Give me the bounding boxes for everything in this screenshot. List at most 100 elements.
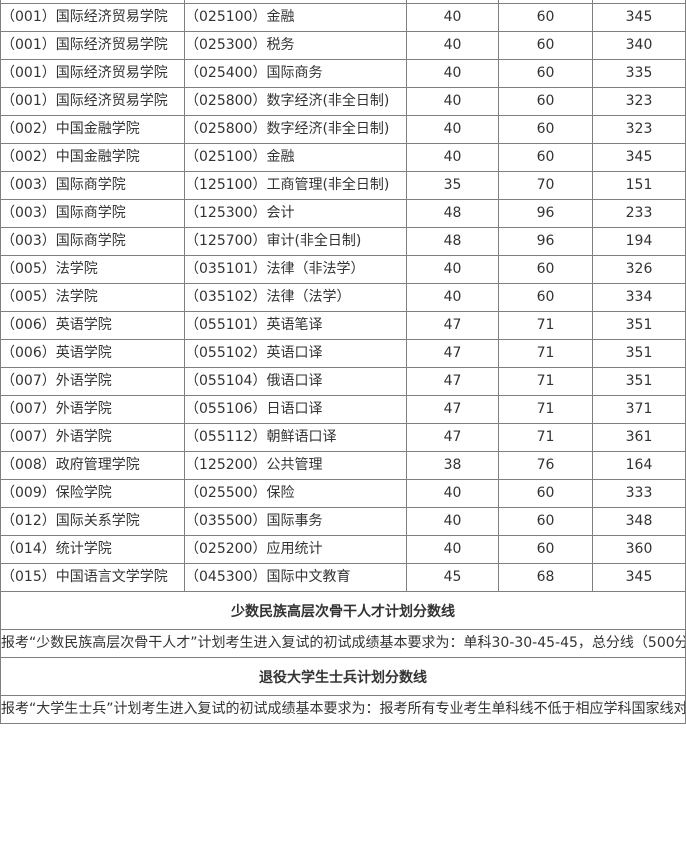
total-score-cell: 334 [592, 283, 686, 312]
score1-cell: 45 [406, 563, 499, 592]
college-cell: （001）国际经济贸易学院 [0, 87, 185, 116]
table-row: （001）国际经济贸易学院 （025300）税务 40 60 340 [0, 31, 686, 60]
score1-cell: 40 [406, 3, 499, 32]
score2-cell: 60 [498, 31, 593, 60]
veteran-plan-paragraph: 报考“大学生士兵”计划考生进入复试的初试成绩基本要求为：报考所有专业考生单科线不… [0, 695, 686, 724]
college-cell: （009）保险学院 [0, 479, 185, 508]
total-score-cell: 351 [592, 339, 686, 368]
total-score-cell: 194 [592, 227, 686, 256]
score2-cell: 60 [498, 3, 593, 32]
major-cell: （025800）数字经济(非全日制) [184, 115, 407, 144]
score2-cell: 60 [498, 535, 593, 564]
total-score-cell: 326 [592, 255, 686, 284]
major-cell: （055112）朝鲜语口译 [184, 423, 407, 452]
major-cell: （125300）会计 [184, 199, 407, 228]
major-cell: （025100）金融 [184, 143, 407, 172]
college-cell: （001）国际经济贸易学院 [0, 59, 185, 88]
score1-cell: 40 [406, 31, 499, 60]
total-score-cell: 345 [592, 563, 686, 592]
major-cell: （025200）应用统计 [184, 535, 407, 564]
section-body-row: 报考“少数民族高层次骨干人才”计划考生进入复试的初试成绩基本要求为：单科30-3… [0, 629, 686, 658]
table-row: （003）国际商学院 （125300）会计 48 96 233 [0, 199, 686, 228]
score2-cell: 76 [498, 451, 593, 480]
table-row: （003）国际商学院 （125700）审计(非全日制) 48 96 194 [0, 227, 686, 256]
table-row: （002）中国金融学院 （025100）金融 40 60 345 [0, 143, 686, 172]
table-row: （006）英语学院 （055101）英语笔译 47 71 351 [0, 311, 686, 340]
score2-cell: 68 [498, 563, 593, 592]
total-score-cell: 340 [592, 31, 686, 60]
score1-cell: 40 [406, 115, 499, 144]
score2-cell: 71 [498, 395, 593, 424]
score2-cell: 70 [498, 171, 593, 200]
score2-cell: 71 [498, 367, 593, 396]
score1-cell: 40 [406, 283, 499, 312]
score1-cell: 38 [406, 451, 499, 480]
college-cell: （003）国际商学院 [0, 171, 185, 200]
score1-cell: 47 [406, 367, 499, 396]
score-table: （001）国际经济贸易学院 （025100）金融 40 60 345 （001）… [0, 0, 686, 724]
college-cell: （002）中国金融学院 [0, 115, 185, 144]
score2-cell: 96 [498, 227, 593, 256]
college-cell: （007）外语学院 [0, 367, 185, 396]
score1-cell: 48 [406, 227, 499, 256]
table-row: （001）国际经济贸易学院 （025800）数字经济(非全日制) 40 60 3… [0, 87, 686, 116]
score2-cell: 60 [498, 115, 593, 144]
college-cell: （003）国际商学院 [0, 227, 185, 256]
score2-cell: 60 [498, 283, 593, 312]
score1-cell: 47 [406, 311, 499, 340]
total-score-cell: 351 [592, 367, 686, 396]
college-cell: （006）英语学院 [0, 311, 185, 340]
major-cell: （125700）审计(非全日制) [184, 227, 407, 256]
total-score-cell: 361 [592, 423, 686, 452]
section-title-row: 退役大学生士兵计划分数线 [0, 657, 686, 696]
major-cell: （035101）法律（非法学） [184, 255, 407, 284]
total-score-cell: 371 [592, 395, 686, 424]
college-cell: （008）政府管理学院 [0, 451, 185, 480]
total-score-cell: 323 [592, 115, 686, 144]
table-row: （007）外语学院 （055112）朝鲜语口译 47 71 361 [0, 423, 686, 452]
table-row: （009）保险学院 （025500）保险 40 60 333 [0, 479, 686, 508]
score1-cell: 40 [406, 87, 499, 116]
score2-cell: 60 [498, 143, 593, 172]
total-score-cell: 151 [592, 171, 686, 200]
minority-plan-title: 少数民族高层次骨干人才计划分数线 [0, 591, 686, 630]
score1-cell: 35 [406, 171, 499, 200]
major-cell: （055106）日语口译 [184, 395, 407, 424]
major-cell: （055102）英语口译 [184, 339, 407, 368]
college-cell: （007）外语学院 [0, 423, 185, 452]
major-cell: （025500）保险 [184, 479, 407, 508]
score2-cell: 71 [498, 311, 593, 340]
score2-cell: 60 [498, 507, 593, 536]
major-cell: （125200）公共管理 [184, 451, 407, 480]
major-cell: （035500）国际事务 [184, 507, 407, 536]
college-cell: （003）国际商学院 [0, 199, 185, 228]
score1-cell: 40 [406, 143, 499, 172]
table-row: （015）中国语言文学学院 （045300）国际中文教育 45 68 345 [0, 563, 686, 592]
college-cell: （015）中国语言文学学院 [0, 563, 185, 592]
major-cell: （025400）国际商务 [184, 59, 407, 88]
total-score-cell: 345 [592, 3, 686, 32]
section-title-row: 少数民族高层次骨干人才计划分数线 [0, 591, 686, 630]
veteran-plan-title: 退役大学生士兵计划分数线 [0, 657, 686, 696]
major-cell: （045300）国际中文教育 [184, 563, 407, 592]
score2-cell: 71 [498, 339, 593, 368]
major-cell: （025800）数字经济(非全日制) [184, 87, 407, 116]
college-cell: （005）法学院 [0, 283, 185, 312]
score2-cell: 60 [498, 255, 593, 284]
college-cell: （002）中国金融学院 [0, 143, 185, 172]
score2-cell: 60 [498, 87, 593, 116]
major-cell: （055104）俄语口译 [184, 367, 407, 396]
table-row: （006）英语学院 （055102）英语口译 47 71 351 [0, 339, 686, 368]
table-row: （008）政府管理学院 （125200）公共管理 38 76 164 [0, 451, 686, 480]
table-row: （014）统计学院 （025200）应用统计 40 60 360 [0, 535, 686, 564]
table-row: （002）中国金融学院 （025800）数字经济(非全日制) 40 60 323 [0, 115, 686, 144]
score1-cell: 40 [406, 535, 499, 564]
score1-cell: 40 [406, 507, 499, 536]
score1-cell: 40 [406, 59, 499, 88]
table-row: （007）外语学院 （055104）俄语口译 47 71 351 [0, 367, 686, 396]
college-cell: （001）国际经济贸易学院 [0, 31, 185, 60]
sections-body: 少数民族高层次骨干人才计划分数线 报考“少数民族高层次骨干人才”计划考生进入复试… [0, 591, 686, 724]
table-row: （001）国际经济贸易学院 （025400）国际商务 40 60 335 [0, 59, 686, 88]
score1-cell: 47 [406, 423, 499, 452]
table-row: （003）国际商学院 （125100）工商管理(非全日制) 35 70 151 [0, 171, 686, 200]
